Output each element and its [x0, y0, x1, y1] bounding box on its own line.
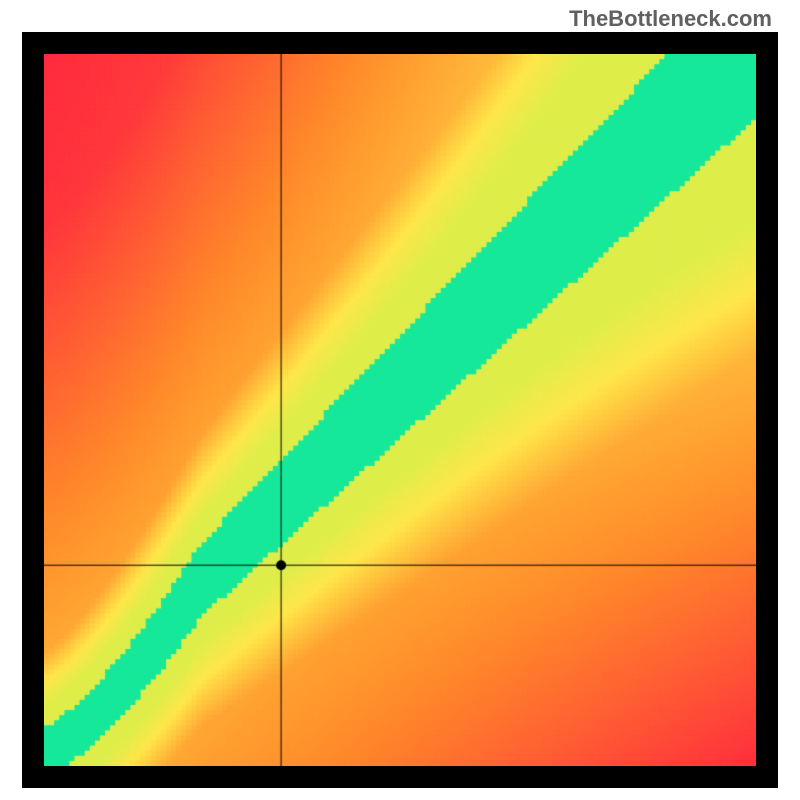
- chart-container: TheBottleneck.com: [0, 0, 800, 800]
- heatmap-canvas: [44, 54, 756, 766]
- watermark-text: TheBottleneck.com: [569, 6, 772, 32]
